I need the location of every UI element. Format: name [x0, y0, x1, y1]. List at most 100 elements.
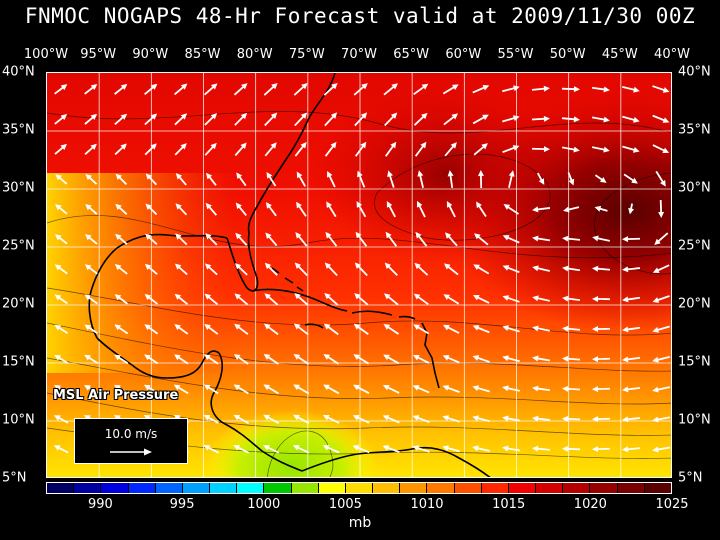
wind-vector — [353, 384, 370, 395]
wind-vector — [622, 416, 641, 423]
wind-vector — [414, 141, 427, 157]
wind-vector — [144, 294, 158, 305]
wind-vector — [473, 143, 488, 156]
wind-vector — [263, 384, 280, 395]
wind-vector — [447, 170, 454, 189]
wind-vector — [54, 354, 69, 364]
colorbar-tick-label: 1005 — [328, 497, 362, 512]
wind-vector — [296, 171, 307, 187]
wind-vector — [652, 325, 670, 333]
wind-vector — [536, 172, 545, 185]
wind-vector — [531, 115, 550, 122]
wind-vector — [264, 142, 277, 157]
wind-vector — [652, 416, 671, 423]
coastline-segment — [301, 446, 491, 477]
wind-vector — [472, 294, 490, 304]
wind-vector — [622, 236, 641, 243]
wind-vector — [264, 293, 279, 306]
wind-vector — [502, 415, 521, 422]
wind-vector — [53, 415, 69, 424]
lat-label: 25°N — [2, 238, 35, 254]
wind-vector — [472, 114, 489, 125]
wind-vector — [263, 414, 280, 424]
wind-vector — [622, 296, 641, 303]
wind-vector — [203, 414, 219, 424]
wind-vector — [385, 231, 398, 247]
wind-vector — [174, 354, 189, 365]
isobar — [47, 392, 671, 436]
wind-vector — [443, 294, 460, 305]
wind-vector — [354, 262, 368, 277]
lat-label: 15°N — [678, 354, 711, 370]
lat-label: 10°N — [2, 412, 35, 428]
wind-vector — [203, 384, 219, 395]
lat-label: 40°N — [2, 64, 35, 80]
coastline-segment — [284, 277, 294, 284]
wind-vector — [353, 83, 368, 96]
wind-vector — [144, 143, 157, 156]
wind-vector — [143, 384, 159, 395]
wind-vector — [594, 174, 607, 183]
wind-vector — [622, 115, 640, 123]
wind-vector — [563, 206, 580, 213]
colorbar-swatch — [155, 483, 183, 493]
lon-label: 75°W — [288, 47, 325, 62]
wind-vector — [472, 385, 490, 393]
wind-vector — [114, 113, 128, 125]
wind-vector — [115, 233, 128, 245]
lon-label: 60°W — [445, 47, 482, 62]
wind-vector — [296, 201, 307, 217]
wind-vector — [415, 231, 428, 247]
wind-vector — [204, 323, 219, 335]
lat-label: 15°N — [2, 354, 35, 370]
wind-vector — [592, 326, 611, 333]
wind-vector — [233, 83, 248, 96]
wind-vector — [265, 202, 277, 217]
wind-vector — [416, 200, 426, 218]
lat-label: 30°N — [678, 180, 711, 196]
map-title: FNMOC NOGAPS 48-Hr Forecast valid at 200… — [24, 4, 696, 28]
reference-arrow-icon — [110, 448, 152, 456]
wind-vector — [445, 232, 458, 247]
lat-label: 20°N — [2, 296, 35, 312]
isobar — [594, 172, 671, 275]
wind-vector — [442, 415, 460, 423]
wind-vector — [327, 170, 336, 188]
wind-vector — [264, 262, 278, 276]
wind-vector — [532, 415, 551, 422]
wind-vector — [384, 293, 399, 306]
wind-vector — [354, 141, 367, 157]
colorbar-swatch — [74, 483, 102, 493]
wind-vector — [233, 354, 249, 365]
wind-vector — [413, 324, 430, 335]
wind-vector — [652, 355, 670, 363]
wind-vector — [233, 384, 249, 395]
lat-label: 10°N — [678, 412, 711, 428]
wind-vector — [532, 265, 550, 272]
wind-vector — [84, 113, 98, 125]
lat-label: 25°N — [678, 238, 711, 254]
wind-vector — [591, 86, 610, 93]
lon-label: 50°W — [549, 47, 586, 62]
lat-label: 40°N — [678, 64, 711, 80]
wind-vector — [561, 86, 580, 93]
colorbar-swatch — [617, 483, 645, 493]
wind-vector — [442, 385, 460, 393]
wind-vector — [532, 325, 551, 332]
wind-vector — [84, 264, 98, 275]
wind-vector — [561, 146, 580, 153]
wind-vector — [502, 445, 521, 452]
wind-vector — [622, 145, 640, 153]
wind-vector — [442, 84, 459, 95]
wind-vector — [562, 415, 581, 422]
wind-vector — [263, 323, 279, 336]
wind-vector — [144, 354, 159, 365]
colorbar-swatch — [128, 483, 156, 493]
colorbar-swatch — [210, 483, 238, 493]
wind-vector — [622, 86, 640, 93]
colorbar-tick-label: 990 — [88, 497, 113, 512]
colorbar-swatch — [182, 483, 211, 493]
wind-vector — [114, 384, 129, 394]
wind-vector — [233, 414, 249, 424]
wind-vector — [115, 173, 128, 186]
